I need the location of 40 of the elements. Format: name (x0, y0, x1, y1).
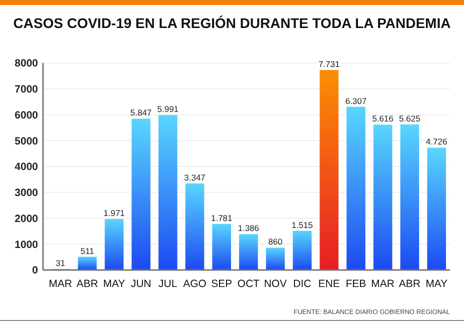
x-tick-label: NOV (264, 278, 287, 290)
x-tick-label: ABR (398, 278, 421, 290)
data-label: 6.307 (345, 96, 367, 106)
y-tick-label: 1000 (14, 238, 38, 251)
data-label: 1.515 (292, 220, 314, 230)
y-tick-label: 7000 (14, 84, 38, 96)
x-tick-label: DIC (293, 278, 312, 290)
x-tick-label: JUL (158, 278, 178, 290)
x-tick-label: MAR (371, 278, 395, 290)
x-tick-label: SEP (211, 278, 232, 290)
chart-title: CASOS COVID-19 EN LA REGIÓN DURANTE TODA LA PANDEMIA (13, 15, 451, 31)
data-label: 5.991 (157, 104, 179, 114)
y-tick-label: 8000 (14, 58, 38, 70)
data-label: 7.731 (318, 58, 340, 69)
y-tick-label: 0 (32, 264, 38, 277)
data-label: 5.616 (372, 114, 394, 124)
data-label: 511 (80, 246, 94, 256)
x-tick-label: FEB (346, 278, 366, 290)
y-tick-label: 4000 (14, 161, 38, 174)
x-tick-label: OCT (237, 278, 260, 290)
data-label: 5.625 (399, 113, 421, 124)
x-tick-label: MAY (103, 278, 126, 290)
x-tick-label: AGO (183, 278, 206, 290)
y-tick-label: 6000 (14, 109, 38, 122)
x-tick-label: ABR (76, 278, 99, 290)
y-tick-label: 5000 (14, 135, 38, 148)
x-tick-label: JUN (130, 278, 152, 290)
data-label: 1.781 (210, 212, 233, 223)
data-label: 860 (268, 236, 283, 247)
data-label: 31 (56, 258, 66, 268)
y-tick-label: 3000 (14, 187, 38, 200)
data-label: 3.347 (184, 172, 206, 182)
data-label: 1.971 (104, 208, 126, 218)
y-tick-label: 2000 (14, 212, 38, 225)
data-label: 1.386 (238, 223, 260, 234)
x-tick-label: MAY (426, 278, 448, 290)
data-label: 4.726 (426, 136, 448, 147)
data-label: 5.847 (130, 108, 152, 118)
x-tick-label: MAR (48, 278, 73, 290)
x-tick-label: ENE (318, 278, 340, 290)
